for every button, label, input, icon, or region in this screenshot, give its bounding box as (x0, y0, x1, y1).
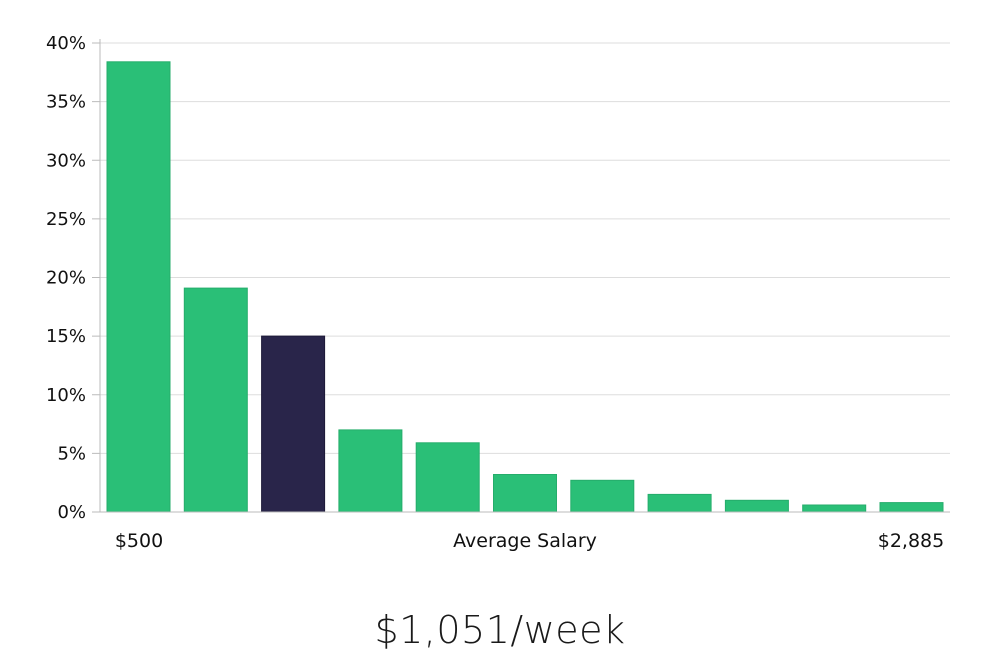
y-tick-label: 30% (46, 150, 86, 171)
y-tick-label: 0% (57, 502, 86, 523)
y-tick-label: 40% (46, 33, 86, 54)
y-tick-label: 25% (46, 209, 86, 230)
bars (106, 61, 944, 513)
y-axis-ticks: 0% 5% 10% 15% 20% 25% 30% 35% 40% (46, 33, 100, 523)
y-tick-label: 15% (46, 326, 86, 347)
bar (183, 287, 248, 513)
salary-distribution-chart: 0% 5% 10% 15% 20% 25% 30% 35% 40% $500 Average S… (46, 33, 950, 552)
bar-highlighted (261, 335, 326, 513)
bar (802, 504, 867, 513)
x-end-label: $2,885 (878, 530, 944, 552)
bar (724, 499, 789, 513)
bar (493, 474, 557, 513)
bar (415, 442, 480, 513)
bar (879, 502, 944, 513)
bar (106, 61, 171, 513)
x-start-label: $500 (115, 530, 163, 552)
bar (570, 479, 635, 513)
bar (338, 429, 403, 513)
average-salary-value: $1,051/week (374, 608, 626, 652)
bar (647, 493, 712, 513)
y-tick-label: 20% (46, 268, 86, 289)
y-tick-label: 10% (46, 385, 86, 406)
x-axis-title: Average Salary (453, 530, 597, 552)
y-tick-label: 35% (46, 92, 86, 113)
y-tick-label: 5% (57, 443, 86, 464)
